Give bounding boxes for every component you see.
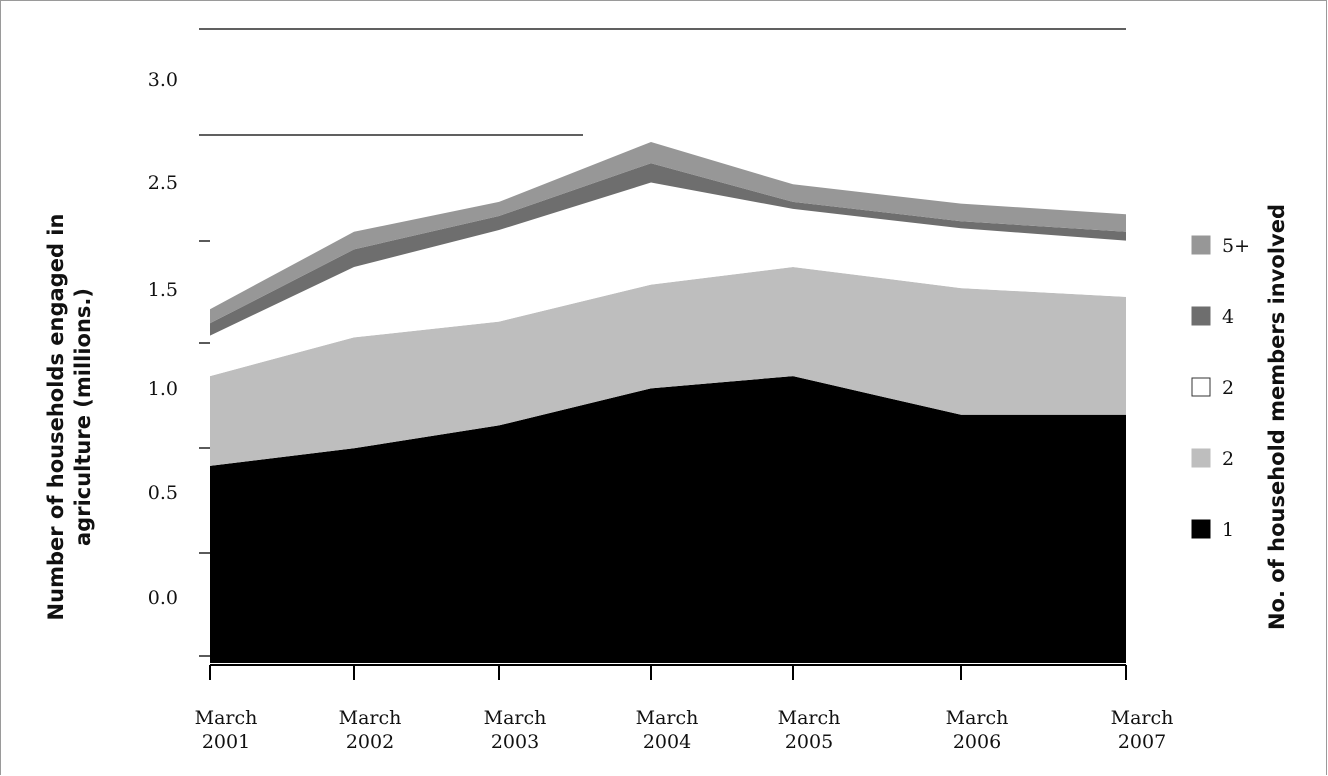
area-series-5 bbox=[210, 142, 1126, 324]
gridlines bbox=[199, 28, 1126, 136]
legend-label: 5+ bbox=[1222, 235, 1250, 257]
area-series-4 bbox=[210, 163, 1126, 336]
x-tick-label-line-1: March bbox=[946, 707, 1009, 729]
x-tick-label-line-2: 2007 bbox=[1118, 731, 1166, 753]
legend-swatch bbox=[1191, 377, 1211, 397]
legend-label: 4 bbox=[1222, 306, 1234, 328]
x-tick-label-line-1: March bbox=[339, 707, 402, 729]
area-series-1 bbox=[210, 376, 1126, 663]
area-series-2 bbox=[210, 267, 1126, 466]
x-tick-label-line-2: 2004 bbox=[643, 731, 691, 753]
x-tick-label-line-2: 2005 bbox=[785, 731, 833, 753]
legend-label: 2 bbox=[1222, 448, 1234, 470]
x-tick-label-line-1: March bbox=[778, 707, 841, 729]
x-tick-label-line-1: March bbox=[636, 707, 699, 729]
y-tick-label: 1.5 bbox=[148, 279, 178, 301]
y-axis-title-line-1: Number of households engaged in bbox=[44, 214, 68, 621]
y-tick-label: 0.5 bbox=[148, 482, 178, 504]
legend-swatch bbox=[1191, 306, 1211, 326]
legend-title: No. of household members involved bbox=[1265, 204, 1289, 630]
legend-label: 1 bbox=[1222, 519, 1234, 541]
legend: 5+ 4 2 2 1 bbox=[1191, 235, 1250, 541]
legend-label: 2 bbox=[1222, 377, 1234, 399]
x-tick-label-line-2: 2006 bbox=[953, 731, 1001, 753]
x-axis: March2001March2002March2003March2004Marc… bbox=[195, 664, 1174, 753]
area-series-group bbox=[210, 142, 1126, 663]
y-axis-title-line-2: agriculture (millions.) bbox=[71, 288, 95, 546]
y-tick-label: 0.0 bbox=[148, 587, 178, 609]
legend-swatch bbox=[1191, 519, 1211, 539]
x-tick-label-line-1: March bbox=[484, 707, 547, 729]
x-tick-label-line-2: 2002 bbox=[346, 731, 394, 753]
y-axis: 0.0 0.5 1.0 1.5 2.5 3.0 bbox=[148, 69, 210, 657]
y-tick-label: 1.0 bbox=[148, 378, 178, 400]
legend-swatch bbox=[1191, 448, 1211, 468]
area-series-3 bbox=[210, 182, 1126, 377]
y-tick-label: 3.0 bbox=[148, 69, 178, 91]
y-tick-label: 2.5 bbox=[148, 172, 178, 194]
x-tick-label-line-2: 2003 bbox=[491, 731, 539, 753]
x-tick-label-line-2: 2001 bbox=[202, 731, 250, 753]
legend-swatch bbox=[1191, 235, 1211, 255]
x-tick-label-line-1: March bbox=[195, 707, 258, 729]
x-tick-label-line-1: March bbox=[1111, 707, 1174, 729]
